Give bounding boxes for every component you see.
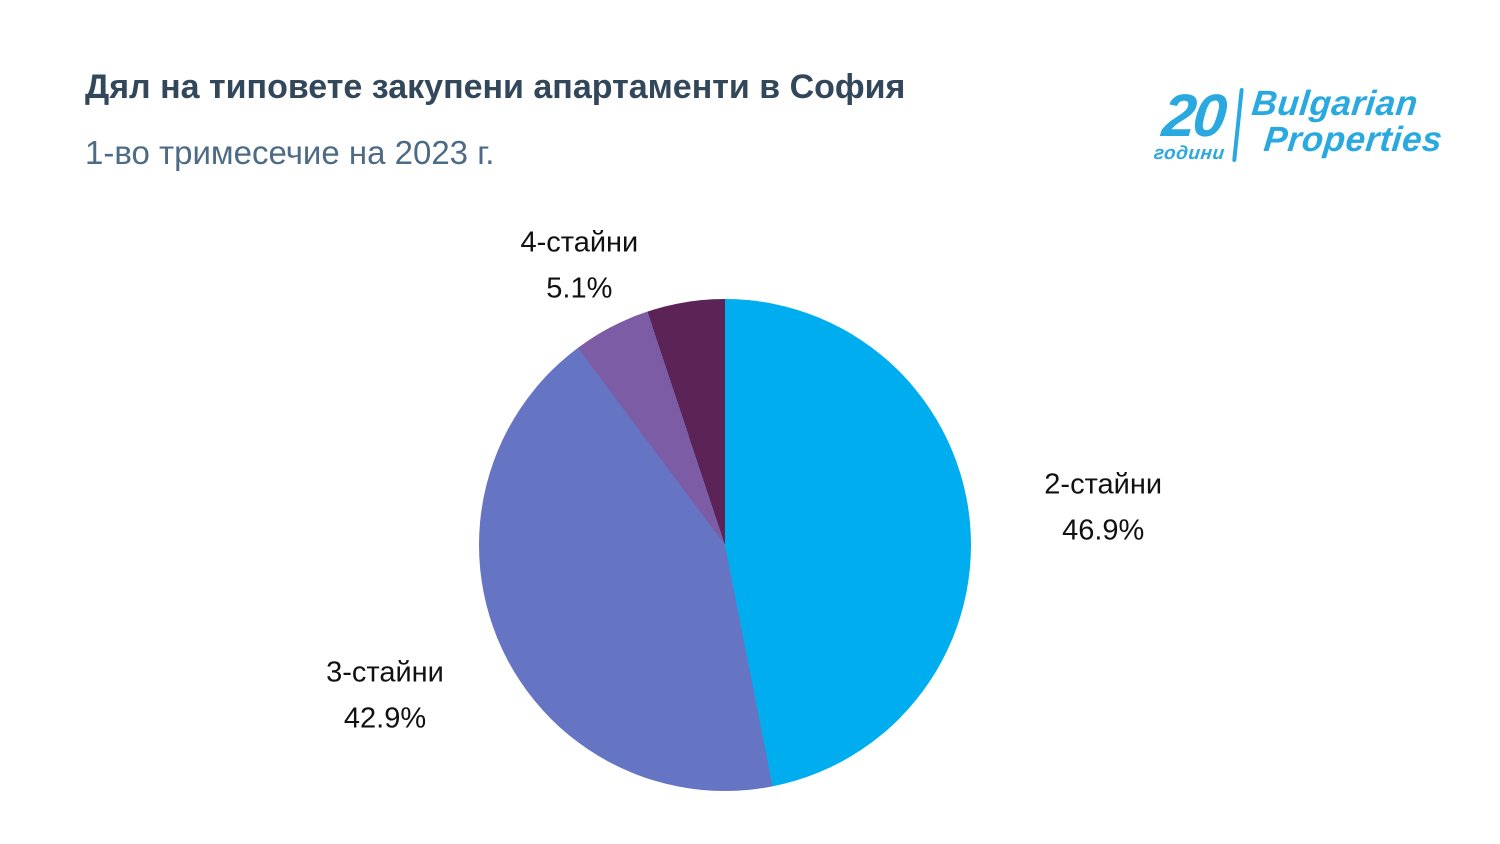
- slice-percent: 5.1%: [546, 272, 613, 305]
- chart-title: Дял на типовете закупени апартаменти в С…: [85, 68, 906, 106]
- slice-name: 4-стайни: [520, 226, 639, 259]
- bulgarian-properties-logo: 20 години Bulgarian Properties: [1153, 82, 1448, 165]
- logo-brand-line1: Bulgarian: [1250, 84, 1421, 123]
- slice-percent: 42.9%: [343, 702, 427, 735]
- pie-slice-label: 3-стайни 42.9%: [326, 650, 444, 743]
- logo-years-label: години: [1153, 143, 1226, 164]
- pie-slice-label: 4-стайни 5.1%: [520, 219, 638, 312]
- logo-years-number: 20: [1159, 82, 1228, 149]
- chart-subtitle: 1-во тримесечие на 2023 г.: [85, 134, 495, 171]
- logo-brand-line2: Properties: [1262, 119, 1445, 159]
- pie-slice-label: 2-стайни 46.9%: [1044, 462, 1162, 555]
- logo-20-years-icon: 20 години: [1153, 82, 1232, 165]
- slice-name: 2-стайни: [1044, 468, 1163, 501]
- logo-divider: [1231, 88, 1244, 162]
- logo-brand-text: Bulgarian Properties: [1246, 84, 1448, 159]
- slice-name: 3-стайни: [326, 656, 444, 689]
- slice-percent: 46.9%: [1062, 515, 1145, 548]
- pie-chart: [479, 299, 971, 791]
